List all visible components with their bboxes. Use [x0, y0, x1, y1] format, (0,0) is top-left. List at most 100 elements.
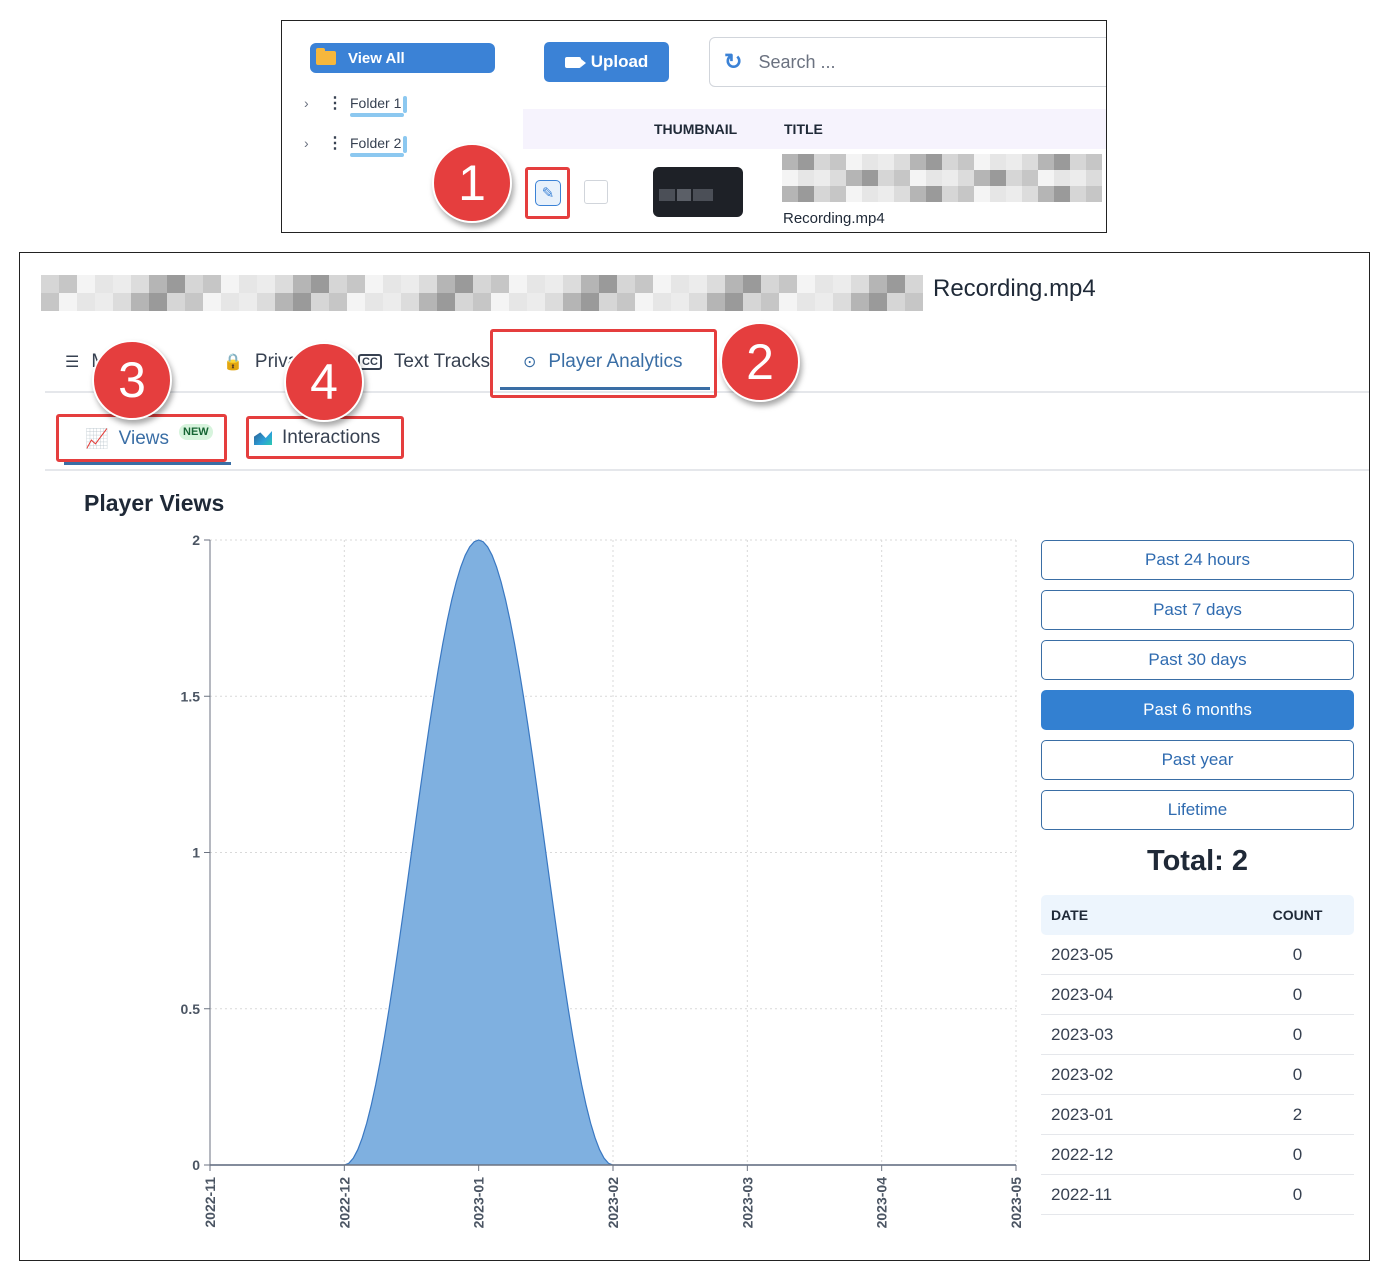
- more-options-icon[interactable]: ⋮: [327, 95, 343, 112]
- count-cell: 0: [1292, 1064, 1303, 1084]
- views-area: [210, 540, 1016, 1165]
- redacted-title: [782, 154, 1102, 202]
- table-row: 2023-01 2: [1041, 1095, 1354, 1135]
- folder-icon: [316, 48, 336, 65]
- date-cell: 2022-12: [1051, 1144, 1114, 1164]
- folder-item[interactable]: › ⋮ Folder 1: [304, 91, 408, 117]
- views-area-chart: 0 0.5 1 1.5 2 2022-11 2022-12 2023-01 2023-02 202…: [181, 532, 1024, 1229]
- highlight-player-analytics: [490, 329, 717, 398]
- count-cell: 2: [1292, 1104, 1303, 1124]
- y-tick-label: 1.5: [181, 688, 201, 704]
- annotation-badge-2: 2: [720, 322, 800, 402]
- annotation-badge-4: 4: [284, 342, 364, 422]
- folder-item[interactable]: › ⋮ Folder 2: [304, 131, 408, 157]
- media-library-panel: View All › ⋮ Folder 1 › ⋮ Folder 2 Uploa…: [281, 20, 1107, 233]
- range-button[interactable]: Lifetime: [1041, 790, 1354, 830]
- search-placeholder[interactable]: Search ...: [758, 51, 836, 72]
- line-chart-icon: 📈: [85, 429, 109, 450]
- annotation-badge-1: 1: [432, 143, 512, 223]
- table-header: DATE COUNT: [1041, 895, 1354, 935]
- subtab-label: Interactions: [282, 427, 381, 448]
- date-cell: 2023-02: [1051, 1064, 1114, 1084]
- subtab-views[interactable]: 📈 Views NEW: [85, 424, 213, 451]
- range-button[interactable]: Past 6 months: [1041, 690, 1354, 730]
- y-tick-label: 1: [192, 845, 200, 861]
- edit-icon[interactable]: ✎: [535, 180, 561, 206]
- media-title: Recording.mp4: [933, 275, 1096, 302]
- y-tick-label: 0.5: [181, 1001, 201, 1017]
- chevron-right-icon[interactable]: ›: [304, 95, 309, 111]
- table-header: THUMBNAIL TITLE: [523, 109, 1106, 149]
- row-checkbox[interactable]: [584, 180, 608, 204]
- count-cell: 0: [1292, 984, 1303, 1004]
- views-table: DATE COUNT 2023-05 0 2023-04 0 2023-03 0 2023-…: [1041, 895, 1354, 1215]
- count-header: COUNT: [1272, 907, 1323, 923]
- table-row: 2022-12 0: [1041, 1135, 1354, 1175]
- analytics-subtabs: 📈 Views NEW Interactions: [45, 403, 1369, 471]
- folder-label: Folder 2: [350, 135, 408, 157]
- count-cell: 0: [1292, 944, 1303, 964]
- upload-button[interactable]: Upload: [544, 42, 669, 82]
- video-camera-icon: [564, 56, 586, 68]
- date-cell: 2023-04: [1051, 984, 1114, 1004]
- date-cell: 2023-05: [1051, 944, 1114, 964]
- highlight-interactions: [246, 416, 404, 459]
- table-row: 2023-03 0: [1041, 1015, 1354, 1055]
- chart-title: Player Views: [84, 490, 225, 516]
- count-cell: 0: [1292, 1024, 1303, 1044]
- annotation-badge-3: 3: [92, 340, 172, 420]
- count-cell: 0: [1292, 1144, 1303, 1164]
- table-row: 2023-04 0: [1041, 975, 1354, 1015]
- new-badge: NEW: [179, 424, 213, 440]
- play-circle-icon: ⊙: [523, 354, 537, 371]
- subtab-interactions[interactable]: Interactions: [254, 427, 380, 449]
- upload-label: Upload: [590, 52, 649, 71]
- count-cell: 0: [1292, 1184, 1303, 1204]
- highlight-views: [56, 414, 227, 462]
- y-tick-label: 0: [192, 1157, 200, 1173]
- redacted-breadcrumb: [41, 275, 923, 311]
- subtab-label: Views: [118, 428, 170, 449]
- table-row: 2022-11 0: [1041, 1175, 1354, 1215]
- x-tick-label: 2022-12: [336, 1177, 352, 1229]
- tab-text-tracks[interactable]: CC Text Tracks: [358, 351, 490, 373]
- x-tick-label: 2023-04: [874, 1177, 890, 1229]
- view-all-label: View All: [348, 49, 405, 67]
- active-tab-indicator: [500, 387, 710, 390]
- more-options-icon[interactable]: ⋮: [327, 135, 343, 152]
- x-tick-label: 2023-03: [739, 1177, 755, 1229]
- tab-player-analytics[interactable]: ⊙ Player Analytics: [523, 351, 683, 373]
- active-subtab-indicator: [64, 462, 231, 465]
- x-tick-label: 2022-11: [202, 1177, 218, 1228]
- search-field[interactable]: ↻ Search ...: [709, 37, 1106, 87]
- folder-label: Folder 1: [350, 95, 408, 117]
- y-tick-label: 2: [192, 532, 200, 548]
- x-tick-label: 2023-05: [1008, 1177, 1024, 1229]
- range-button[interactable]: Past 24 hours: [1041, 540, 1354, 580]
- refresh-icon[interactable]: ↻: [724, 49, 743, 74]
- chevron-right-icon[interactable]: ›: [304, 135, 309, 151]
- lock-icon: 🔒: [223, 354, 243, 371]
- table-row: 2023-05 0: [1041, 935, 1354, 975]
- date-cell: 2023-01: [1051, 1104, 1114, 1124]
- title-header: TITLE: [784, 121, 823, 137]
- range-button[interactable]: Past 7 days: [1041, 590, 1354, 630]
- range-button[interactable]: Past 30 days: [1041, 640, 1354, 680]
- media-details-panel: Recording.mp4 ☰ Media 🔒 Privacy CC Text …: [19, 252, 1370, 1261]
- date-cell: 2022-11: [1051, 1184, 1113, 1204]
- x-tick-label: 2023-01: [471, 1177, 487, 1229]
- edit-highlight: ✎: [525, 167, 570, 219]
- date-cell: 2023-03: [1051, 1024, 1114, 1044]
- view-all-button[interactable]: View All: [310, 43, 495, 73]
- media-tabs: ☰ Media 🔒 Privacy CC Text Tracks ⊙ Playe…: [45, 331, 1369, 393]
- row-file-name[interactable]: Recording.mp4: [783, 210, 885, 227]
- range-button[interactable]: Past year: [1041, 740, 1354, 780]
- details-icon: ☰: [65, 354, 80, 371]
- video-thumbnail[interactable]: [653, 167, 743, 217]
- tab-label: Text Tracks: [393, 351, 490, 372]
- range-selector: Past 24 hours Past 7 days Past 30 days Past…: [1041, 540, 1355, 840]
- tab-label: Player Analytics: [548, 351, 683, 372]
- total-count: Total: 2: [1147, 845, 1248, 877]
- table-row: 2023-02 0: [1041, 1055, 1354, 1095]
- thumbnail-header: THUMBNAIL: [654, 121, 738, 137]
